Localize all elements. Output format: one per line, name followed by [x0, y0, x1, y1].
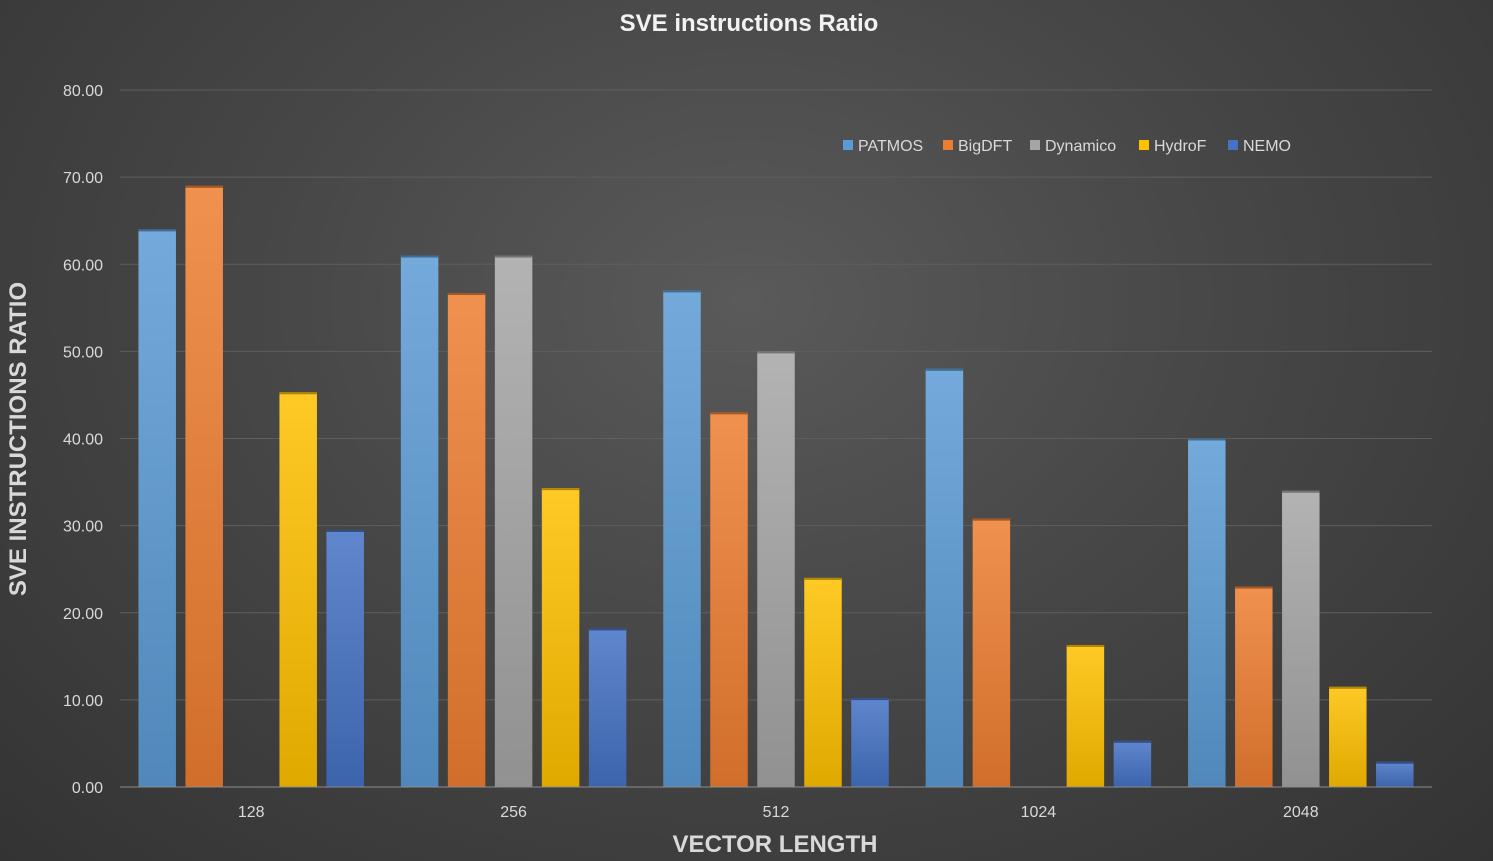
- x-tick-label: 512: [763, 804, 790, 821]
- bar-hydrof-2048: [1329, 686, 1367, 787]
- bar-top-edge: [447, 293, 486, 296]
- legend: PATMOS BigDFT Dynamico HydroF NEMO: [843, 138, 1291, 155]
- y-tick-label: 80.00: [63, 83, 103, 100]
- bar-top-edge: [972, 518, 1011, 521]
- bar-top-edge: [279, 392, 317, 395]
- bars: [138, 185, 1414, 788]
- legend-label-patmos: PATMOS: [858, 138, 923, 155]
- bar-top-edge: [1066, 644, 1105, 647]
- legend-swatch-patmos: [843, 140, 853, 150]
- bar-top-edge: [138, 229, 176, 232]
- legend-swatch-nemo: [1228, 140, 1238, 150]
- bar-top-edge: [757, 351, 795, 354]
- bar-top-edge: [541, 488, 580, 491]
- bar-bigdft-128: [185, 185, 223, 787]
- bar-patmos-1024: [925, 368, 964, 787]
- bar-patmos-256: [400, 255, 439, 788]
- bar-bigdft-512: [710, 412, 748, 787]
- legend-swatch-dynamico: [1030, 140, 1040, 150]
- chart-title: SVE instructions Ratio: [620, 10, 879, 37]
- bar-hydrof-128: [279, 392, 317, 787]
- x-tick-label: 2048: [1283, 804, 1319, 821]
- legend-label-bigdft: BigDFT: [958, 138, 1012, 155]
- x-tick-label: 128: [238, 804, 265, 821]
- bar-top-edge: [851, 698, 889, 701]
- y-axis-title: SVE INSTRUCTIONS RATIO: [5, 282, 32, 596]
- x-tick-label: 256: [500, 804, 527, 821]
- bar-bigdft-1024: [972, 518, 1011, 787]
- bar-top-edge: [185, 185, 223, 188]
- y-tick-label: 10.00: [63, 693, 103, 710]
- bar-nemo-512: [851, 698, 889, 787]
- bar-bigdft-256: [447, 293, 486, 787]
- bar-top-edge: [1188, 438, 1226, 441]
- bar-hydrof-256: [541, 488, 580, 787]
- y-tick-label: 60.00: [63, 257, 103, 274]
- legend-swatch-hydrof: [1139, 140, 1149, 150]
- bar-top-edge: [1282, 490, 1320, 493]
- legend-label-dynamico: Dynamico: [1045, 138, 1116, 155]
- bar-top-edge: [1376, 761, 1414, 764]
- bar-top-edge: [1113, 740, 1152, 743]
- bar-top-edge: [1235, 586, 1273, 589]
- bar-top-edge: [400, 255, 439, 258]
- bar-nemo-2048: [1376, 761, 1414, 787]
- bar-top-edge: [925, 368, 964, 371]
- bar-hydrof-512: [804, 577, 842, 787]
- bar-patmos-2048: [1188, 438, 1226, 787]
- legend-swatch-bigdft: [943, 140, 953, 150]
- y-tick-label: 40.00: [63, 432, 103, 449]
- bar-nemo-1024: [1113, 740, 1152, 787]
- x-axis-title: VECTOR LENGTH: [673, 831, 878, 858]
- y-tick-label: 30.00: [63, 519, 103, 536]
- bar-patmos-512: [663, 290, 701, 787]
- bar-dynamico-256: [494, 255, 533, 788]
- bar-top-edge: [804, 577, 842, 580]
- y-tick-label: 0.00: [72, 780, 103, 797]
- y-tick-label: 20.00: [63, 606, 103, 623]
- bar-top-edge: [663, 290, 701, 293]
- bar-nemo-128: [326, 529, 364, 787]
- bar-top-edge: [494, 255, 533, 258]
- axes: 0.00 10.00 20.00 30.00 40.00 50.00 60.00 70.00 8…: [63, 83, 1432, 821]
- bar-hydrof-1024: [1066, 644, 1105, 787]
- bar-top-edge: [1329, 686, 1367, 689]
- y-tick-label: 50.00: [63, 344, 103, 361]
- bar-patmos-128: [138, 229, 176, 787]
- bar-top-edge: [326, 529, 364, 532]
- bar-bigdft-2048: [1235, 586, 1273, 787]
- bar-dynamico-512: [757, 351, 795, 787]
- y-tick-label: 70.00: [63, 170, 103, 187]
- bar-top-edge: [710, 412, 748, 415]
- legend-label-nemo: NEMO: [1243, 138, 1291, 155]
- x-tick-label: 1024: [1021, 804, 1057, 821]
- bar-dynamico-2048: [1282, 490, 1320, 787]
- bar-nemo-256: [588, 628, 627, 787]
- bar-top-edge: [588, 628, 627, 631]
- legend-label-hydrof: HydroF: [1154, 138, 1207, 155]
